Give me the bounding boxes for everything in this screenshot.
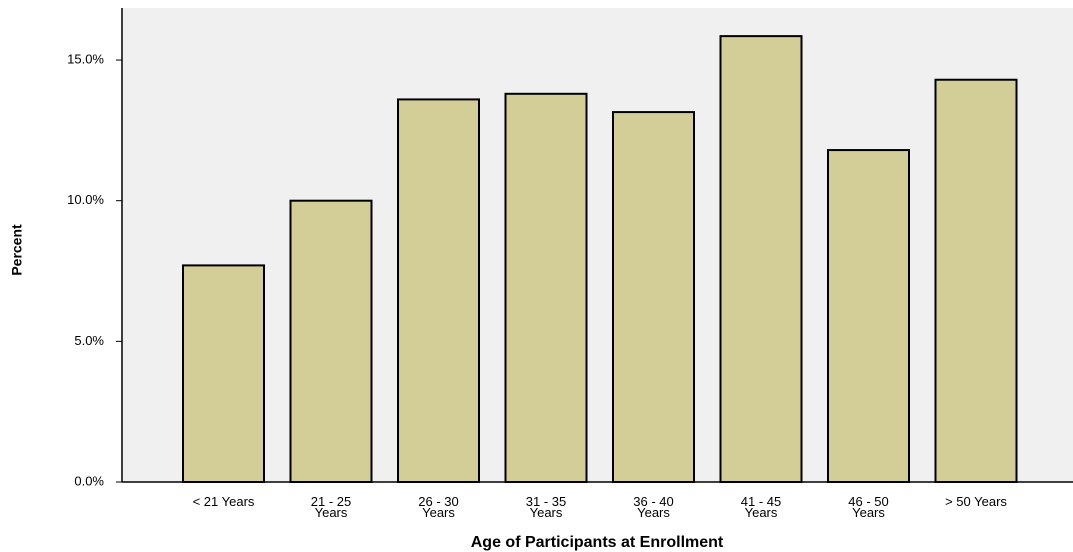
y-tick-label: 15.0%	[67, 51, 104, 66]
x-tick-label: > 50 Years	[945, 494, 1007, 509]
x-tick-label: 46 - 50 Years	[848, 494, 889, 520]
x-tick-label: 26 - 30 Years	[418, 494, 459, 520]
bar	[182, 264, 265, 483]
bar	[934, 78, 1018, 483]
x-axis-title: Age of Participants at Enrollment	[471, 534, 724, 551]
y-axis-title: Percent	[9, 224, 25, 276]
y-tick-label: 0.0%	[74, 473, 104, 488]
bar	[397, 98, 480, 483]
x-tick-label: 36 - 40 Years	[633, 494, 674, 520]
bar	[827, 149, 910, 483]
x-tick-label: 31 - 35 Years	[525, 494, 567, 520]
bar	[612, 111, 695, 483]
y-tick-label: 5.0%	[74, 333, 104, 348]
bar	[289, 199, 373, 483]
x-tick-label: 41 - 45 Years	[740, 494, 782, 520]
x-tick-label: 21 - 25 Years	[310, 494, 352, 520]
plot-area	[122, 8, 1073, 482]
bar	[719, 35, 803, 484]
y-tick-label: 10.0%	[67, 192, 104, 207]
x-tick-label: < 21 Years	[192, 494, 255, 509]
bar	[504, 92, 588, 483]
